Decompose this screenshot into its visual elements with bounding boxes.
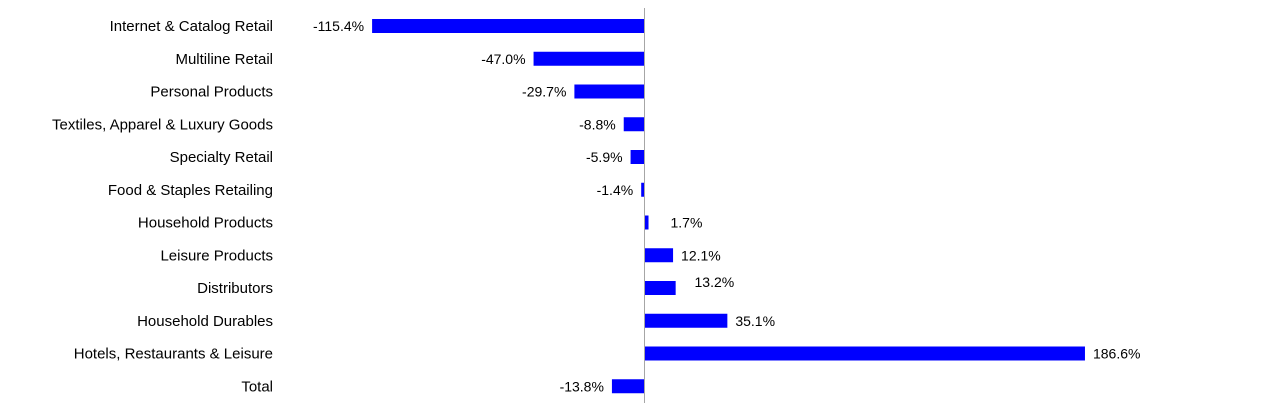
category-label: Textiles, Apparel & Luxury Goods [52, 116, 273, 133]
data-label: 12.1% [681, 247, 721, 263]
category-label: Distributors [197, 280, 273, 297]
data-label: 35.1% [735, 313, 775, 329]
data-label: -29.7% [522, 84, 566, 100]
data-label: -8.8% [579, 116, 616, 132]
category-label: Household Durables [137, 313, 273, 330]
bars-group [372, 19, 1085, 394]
data-label: 13.2% [695, 274, 735, 290]
data-labels-group: -115.4% -47.0% -29.7% -8.8% -5.9% -1.4% 1.7% 12… [313, 18, 1140, 394]
data-label: 186.6% [1093, 346, 1140, 362]
bar [644, 313, 728, 328]
category-label: Multiline Retail [175, 51, 273, 68]
bar [574, 84, 645, 99]
category-label: Hotels, Restaurants & Leisure [74, 346, 273, 363]
bar [372, 19, 645, 33]
category-label: Total [241, 378, 273, 395]
data-label: -13.8% [560, 378, 604, 394]
bar [641, 182, 645, 197]
bar [644, 215, 649, 230]
data-label: -115.4% [313, 18, 364, 34]
bar [644, 248, 674, 263]
category-label: Personal Products [150, 84, 273, 101]
bar [644, 281, 676, 295]
category-label: Household Products [138, 215, 273, 232]
data-label: 1.7% [671, 215, 703, 231]
category-label: Specialty Retail [170, 149, 273, 166]
category-labels-group: Internet & Catalog Retail Multiline Retai… [52, 18, 273, 395]
bar [623, 117, 645, 132]
bar [630, 150, 645, 164]
data-label: -5.9% [586, 149, 623, 165]
bar [644, 346, 1085, 361]
data-label: -47.0% [481, 51, 525, 67]
category-label: Food & Staples Retailing [108, 182, 273, 199]
bar [533, 51, 645, 66]
bar [611, 379, 645, 394]
category-label: Leisure Products [160, 247, 273, 264]
data-label: -1.4% [597, 182, 634, 198]
category-label: Internet & Catalog Retail [110, 18, 273, 35]
